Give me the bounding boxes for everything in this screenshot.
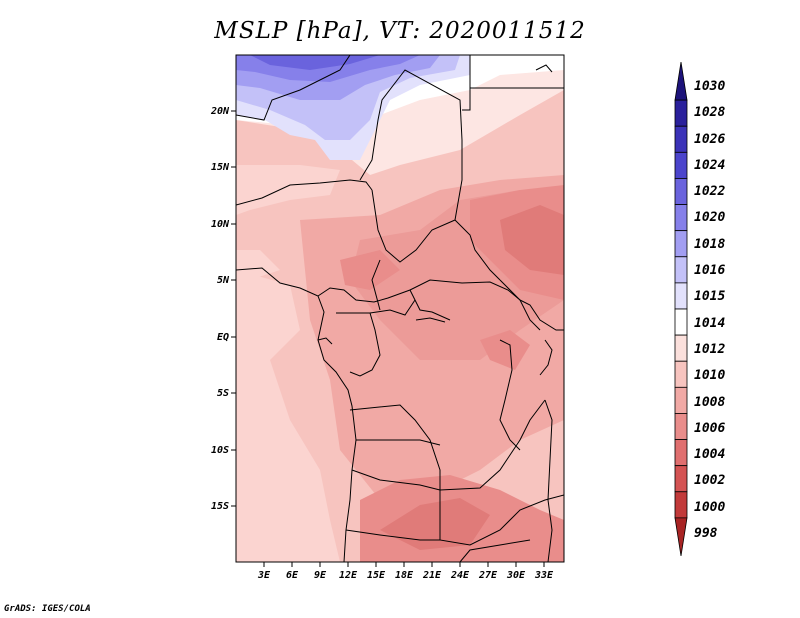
colorbar-label: 1020 (694, 210, 726, 226)
colorbar-segment (674, 282, 688, 310)
colorbar (674, 61, 688, 557)
colorbar-segment (674, 308, 688, 336)
colorbar-label: 1002 (694, 473, 726, 489)
colorbar-label: 1030 (694, 79, 726, 94)
lon-tick-label: 12E (339, 570, 358, 581)
lat-axis: 20N 15N 10N 5N EQ 5S 10S 15S (210, 106, 236, 512)
lat-tick-label: EQ (217, 332, 229, 343)
colorbar-label: 1028 (694, 105, 726, 121)
lon-tick-label: 9E (314, 570, 327, 581)
colorbar-label: 1022 (694, 184, 726, 200)
pressure-field (236, 55, 564, 562)
lat-tick-label: 10N (211, 219, 230, 230)
lon-tick-label: 3E (257, 570, 271, 581)
credit-text: GrADS: IGES/COLA (4, 604, 91, 614)
lon-tick-label: 6E (286, 570, 299, 581)
borders (236, 55, 564, 562)
colorbar-segment (674, 99, 688, 127)
colorbar-segment (674, 256, 688, 284)
colorbar-segment (674, 360, 688, 388)
lon-tick-label: 15E (367, 570, 386, 581)
lon-tick-label: 18E (395, 570, 414, 581)
colorbar-segment (674, 386, 688, 414)
map-frame (235, 54, 565, 563)
colorbar-segment (674, 230, 688, 258)
lon-tick-label: 33E (534, 570, 554, 581)
colorbar-label: 998 (694, 526, 718, 541)
colorbar-segment (674, 439, 688, 467)
colorbar-segment (674, 125, 688, 153)
lon-tick-label: 27E (478, 570, 498, 581)
colorbar-segment (674, 413, 688, 440)
lon-tick-label: 24E (450, 570, 470, 581)
colorbar-label: 1026 (694, 131, 726, 147)
colorbar-segment (674, 517, 688, 557)
colorbar-segment (674, 465, 688, 493)
colorbar-label: 1014 (694, 315, 726, 331)
lon-tick-label: 30E (506, 570, 526, 581)
colorbar-label: 1018 (694, 236, 726, 252)
colorbar-label: 1008 (694, 394, 726, 410)
colorbar-label: 1024 (694, 157, 726, 173)
colorbar-label: 1000 (694, 499, 726, 515)
colorbar-segment (674, 204, 688, 232)
lon-axis: 3E 6E 9E 12E 15E 18E 21E 24E 27E 30E 33E (257, 562, 554, 581)
colorbar-label: 1015 (694, 289, 726, 305)
colorbar-segment (674, 491, 688, 519)
lat-tick-label: 15N (211, 162, 230, 173)
colorbar-label: 1016 (694, 263, 726, 279)
colorbar-segment (674, 61, 688, 101)
colorbar-segment (674, 334, 688, 362)
colorbar-segment (674, 151, 688, 179)
colorbar-label: 1004 (694, 447, 726, 463)
lat-tick-label: 5N (217, 275, 230, 286)
lat-tick-label: 20N (210, 106, 230, 117)
colorbar-label: 1006 (694, 420, 726, 436)
colorbar-label: 1012 (694, 341, 726, 357)
colorbar-segment (674, 178, 688, 205)
lat-tick-label: 10S (211, 445, 229, 456)
lat-tick-label: 5S (217, 388, 229, 399)
map-title: MSLP [hPa], VT: 2020011512 (214, 18, 586, 44)
lat-tick-label: 15S (211, 501, 229, 512)
colorbar-label: 1010 (694, 368, 726, 384)
lon-tick-label: 21E (422, 570, 442, 581)
